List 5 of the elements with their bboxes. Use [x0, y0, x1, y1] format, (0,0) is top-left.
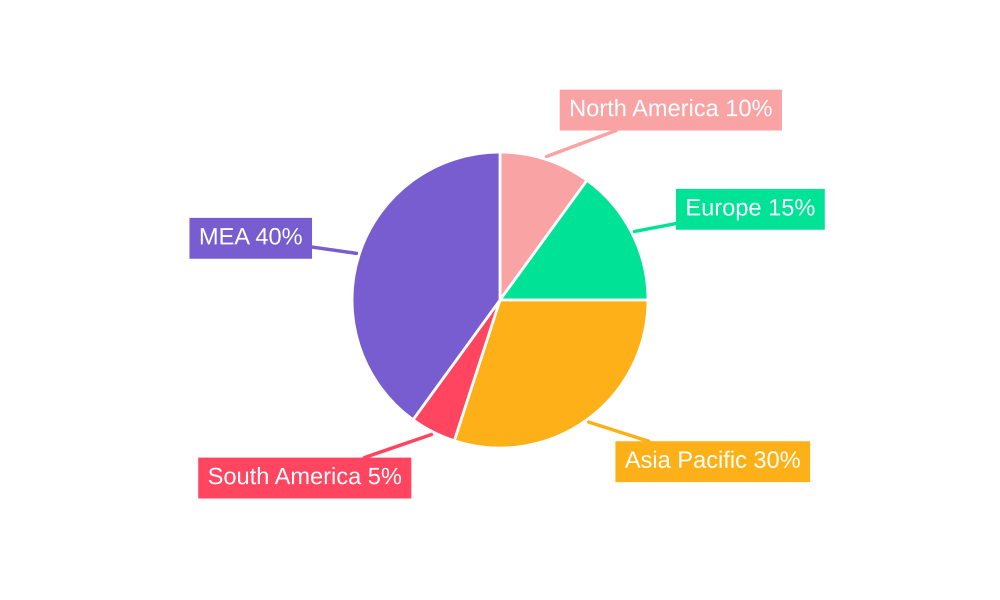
slice-label: MEA 40% [200, 228, 302, 245]
slice-label: South America 5% [208, 467, 402, 484]
slice-label: North America 10% [571, 99, 772, 116]
slice-label: Asia Pacific 30% [624, 450, 800, 468]
slice-label: Europe 15% [687, 199, 815, 220]
